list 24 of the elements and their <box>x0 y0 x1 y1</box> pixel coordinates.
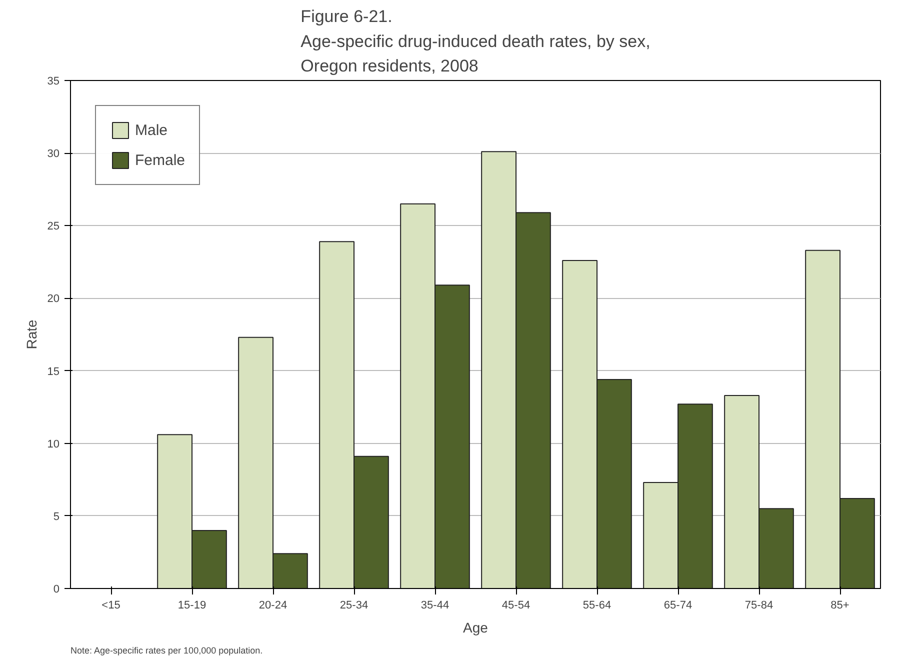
y-axis-title: Rate <box>23 320 40 350</box>
x-tick-label: 15-19 <box>178 600 206 612</box>
x-tick-label: 55-64 <box>582 600 612 612</box>
y-tick-label: 35 <box>47 76 60 88</box>
chart-title: Figure 6-21. Age-specific drug-induced death rates, by sex, Oregon residents, 2008 <box>300 7 650 76</box>
x-tick-label: 20-24 <box>258 600 288 612</box>
y-tick-label: 0 <box>53 584 60 596</box>
x-tick-label: 25-34 <box>340 600 368 612</box>
x-tick-label: 45-54 <box>502 600 530 612</box>
legend-label: Female <box>135 152 186 168</box>
x-tick-label: <15 <box>102 600 120 612</box>
x-axis-title: Age <box>463 620 488 636</box>
legend-label: Male <box>135 122 168 138</box>
y-tick-label: 30 <box>47 148 60 160</box>
x-tick-label: 65-74 <box>664 600 692 612</box>
y-tick-label: 15 <box>47 366 60 378</box>
y-tick-label: 5 <box>53 510 60 523</box>
x-tick-label: 75-84 <box>744 600 774 612</box>
y-tick-label: 25 <box>47 220 60 233</box>
x-tick-label: 85+ <box>830 600 850 612</box>
y-tick-label: 10 <box>47 438 60 450</box>
y-tick-label: 20 <box>47 293 60 306</box>
x-tick-label: 35-44 <box>420 600 450 612</box>
text: Note: Age-specific rates per 100,000 population. <box>70 646 263 656</box>
